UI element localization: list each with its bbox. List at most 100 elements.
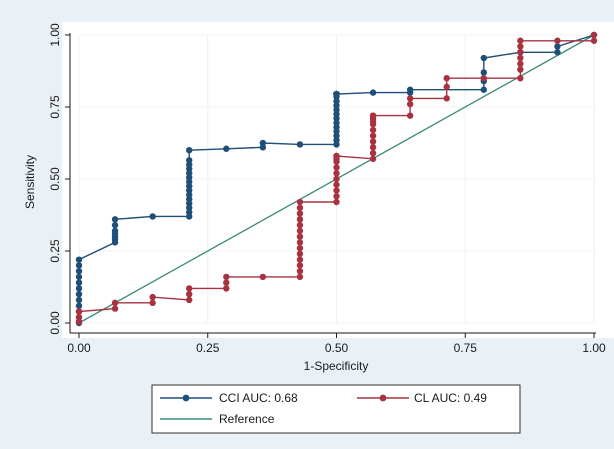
data-point [333, 152, 340, 160]
x-axis-title: 1-Specificity [304, 359, 369, 373]
data-point [517, 37, 524, 44]
data-point [480, 54, 487, 62]
data-point [590, 37, 598, 44]
data-point [333, 164, 340, 171]
data-point [186, 157, 193, 164]
data-point [75, 302, 83, 309]
y-tick-labels: 0.00 0.25 0.50 0.75 1.00 [48, 23, 62, 335]
x-tick-label: 0.50 [325, 341, 349, 355]
data-point [369, 138, 377, 145]
data-point [296, 141, 304, 148]
data-point [554, 49, 561, 56]
data-point [75, 308, 83, 315]
legend-label-cci: CCI AUC: 0.68 [219, 391, 298, 405]
data-point [75, 285, 83, 292]
y-axis-title: Sensitivity [23, 155, 37, 209]
data-point [517, 75, 524, 82]
data-point [75, 291, 83, 298]
x-tick-label: 1.00 [582, 341, 606, 355]
data-point [296, 227, 304, 235]
data-point [554, 43, 561, 50]
data-point [517, 54, 524, 62]
x-tick-label: 0.75 [454, 341, 478, 355]
data-point [75, 279, 83, 286]
data-point [223, 285, 230, 292]
data-point [333, 187, 340, 194]
legend: CCI AUC: 0.68 CL AUC: 0.49 Reference [151, 384, 521, 434]
data-point [186, 147, 193, 154]
x-tick-label: 0.25 [196, 341, 220, 355]
data-point [369, 112, 377, 119]
data-point [149, 293, 156, 301]
data-point [480, 69, 487, 76]
data-point [296, 250, 304, 258]
data-point [406, 86, 414, 93]
legend-swatch-cci [160, 394, 212, 402]
data-point [333, 193, 340, 200]
data-point [406, 95, 414, 102]
data-point [75, 314, 83, 321]
data-point [406, 100, 414, 108]
data-point [443, 83, 450, 91]
legend-box [151, 384, 521, 434]
data-point [186, 285, 193, 292]
data-point [111, 227, 119, 235]
data-point [75, 262, 83, 269]
y-tick-label: 0.25 [48, 239, 62, 263]
data-point [75, 296, 83, 304]
data-point [480, 75, 487, 82]
data-point [296, 262, 304, 269]
data-point [259, 273, 267, 281]
data-point [517, 43, 524, 50]
data-point [480, 86, 487, 93]
data-point [333, 170, 340, 177]
data-point [111, 221, 119, 229]
data-point [369, 126, 377, 134]
x-tick-labels: 0.00 0.25 0.50 0.75 1.00 [67, 341, 606, 355]
x-tick-label: 0.00 [67, 341, 91, 355]
data-point [223, 273, 230, 281]
data-point [223, 145, 230, 152]
data-point [296, 256, 304, 263]
data-point [517, 66, 524, 73]
series-cl [75, 31, 598, 325]
data-point [186, 296, 193, 304]
data-point [296, 233, 304, 240]
data-point [369, 89, 377, 96]
y-tick-label: 0.00 [48, 311, 62, 335]
data-point [111, 305, 119, 312]
data-point [186, 291, 193, 298]
data-point [333, 90, 340, 98]
data-point [296, 198, 304, 206]
data-point [369, 132, 377, 139]
data-point [296, 204, 304, 211]
data-point [333, 175, 340, 183]
data-point [443, 75, 450, 82]
data-point [517, 60, 524, 67]
data-point [75, 273, 83, 281]
series-cci [75, 31, 598, 327]
data-point [111, 216, 119, 223]
data-point [296, 239, 304, 246]
legend-swatch-cl [357, 394, 409, 402]
data-point [296, 216, 304, 223]
data-point [333, 181, 340, 188]
data-point [517, 49, 524, 56]
data-point [75, 267, 83, 275]
data-point [149, 299, 156, 307]
legend-label-cl: CL AUC: 0.49 [414, 391, 487, 405]
data-point [406, 112, 414, 119]
data-point [443, 95, 450, 102]
y-tick-label: 1.00 [48, 23, 62, 47]
data-point [259, 139, 267, 147]
series-layer [75, 31, 598, 327]
legend-label-reference: Reference [219, 412, 275, 426]
data-point [590, 31, 598, 39]
data-point [223, 279, 230, 286]
data-point [296, 267, 304, 275]
data-point [296, 221, 304, 229]
data-point [296, 273, 304, 281]
y-tick-label: 0.50 [48, 167, 62, 191]
